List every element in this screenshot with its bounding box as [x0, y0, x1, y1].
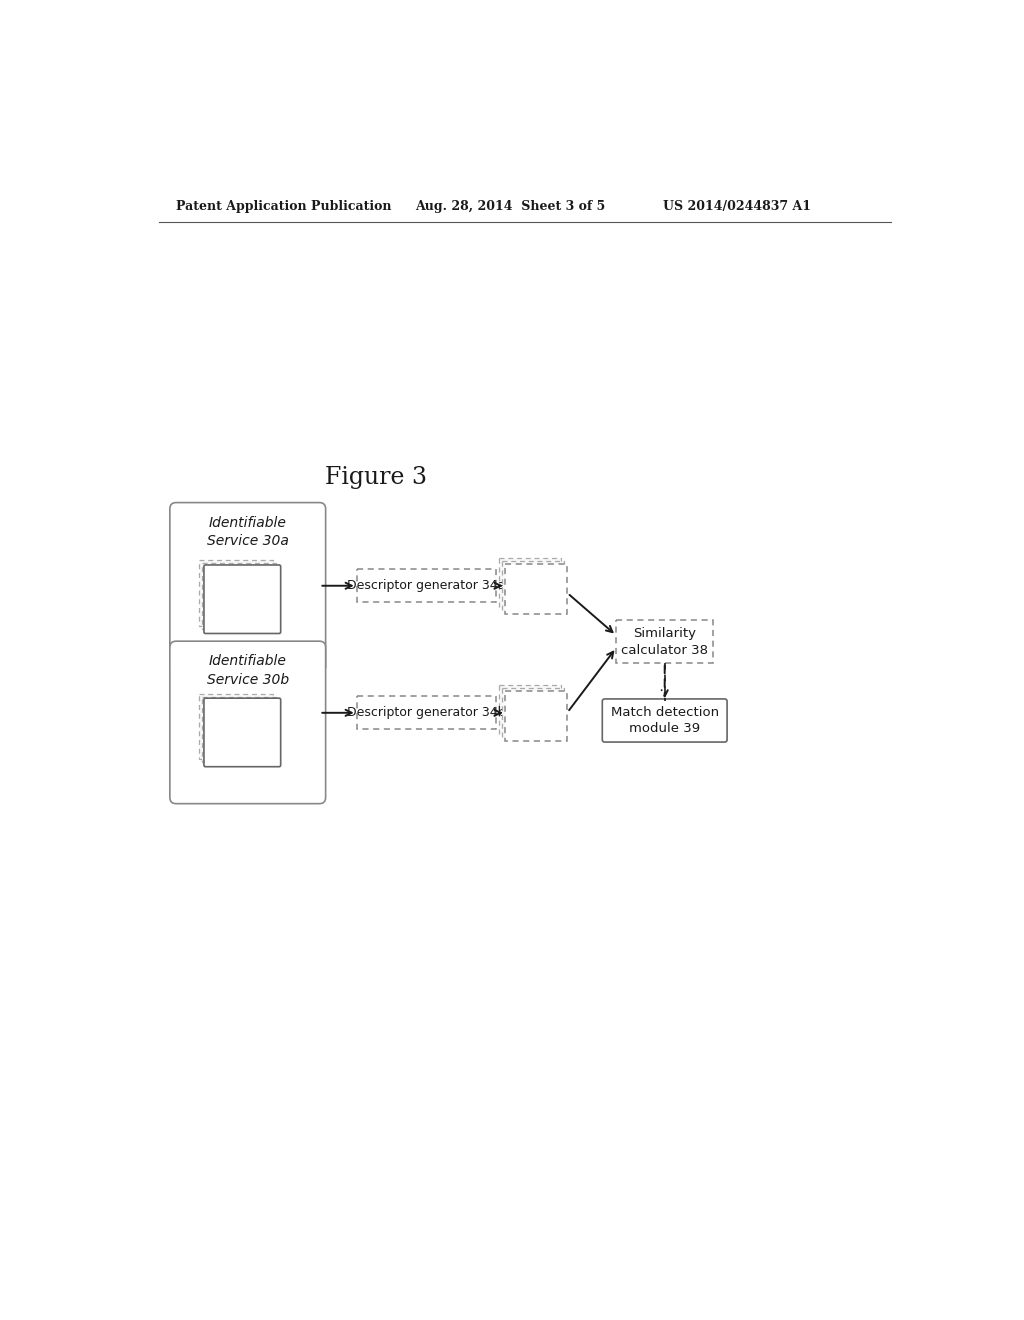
FancyBboxPatch shape	[170, 503, 326, 673]
Text: Figure 3: Figure 3	[325, 466, 427, 490]
FancyBboxPatch shape	[356, 569, 496, 602]
Text: Identifiable
Service 30b: Identifiable Service 30b	[207, 655, 289, 686]
Text: Images
32b: Images 32b	[219, 721, 265, 751]
Text: Patent Application Publication: Patent Application Publication	[176, 199, 391, 213]
FancyBboxPatch shape	[506, 692, 567, 742]
FancyBboxPatch shape	[356, 696, 496, 729]
FancyBboxPatch shape	[506, 564, 567, 614]
Text: Images
32a: Images 32a	[219, 587, 265, 618]
Text: Descriptors
36a: Descriptors 36a	[509, 581, 564, 603]
Text: Identifiable
Service 30a: Identifiable Service 30a	[207, 516, 289, 548]
FancyBboxPatch shape	[204, 698, 281, 767]
FancyBboxPatch shape	[602, 700, 727, 742]
FancyBboxPatch shape	[500, 685, 561, 735]
Text: US 2014/0244837 A1: US 2014/0244837 A1	[663, 199, 811, 213]
FancyBboxPatch shape	[200, 560, 273, 626]
FancyBboxPatch shape	[203, 697, 276, 762]
Text: Descriptor generator 34a: Descriptor generator 34a	[347, 579, 506, 591]
FancyBboxPatch shape	[200, 693, 273, 759]
Text: Aug. 28, 2014  Sheet 3 of 5: Aug. 28, 2014 Sheet 3 of 5	[415, 199, 605, 213]
FancyBboxPatch shape	[204, 565, 281, 634]
FancyBboxPatch shape	[616, 620, 713, 663]
FancyBboxPatch shape	[500, 558, 561, 609]
Text: Match detection
module 39: Match detection module 39	[610, 705, 719, 735]
FancyBboxPatch shape	[203, 564, 276, 628]
Text: Descriptors
36b: Descriptors 36b	[509, 708, 564, 730]
FancyBboxPatch shape	[503, 688, 564, 738]
FancyBboxPatch shape	[170, 642, 326, 804]
FancyBboxPatch shape	[503, 561, 564, 611]
Text: Descriptor generator 34b: Descriptor generator 34b	[347, 706, 506, 719]
Text: Similarity
calculator 38: Similarity calculator 38	[622, 627, 709, 656]
